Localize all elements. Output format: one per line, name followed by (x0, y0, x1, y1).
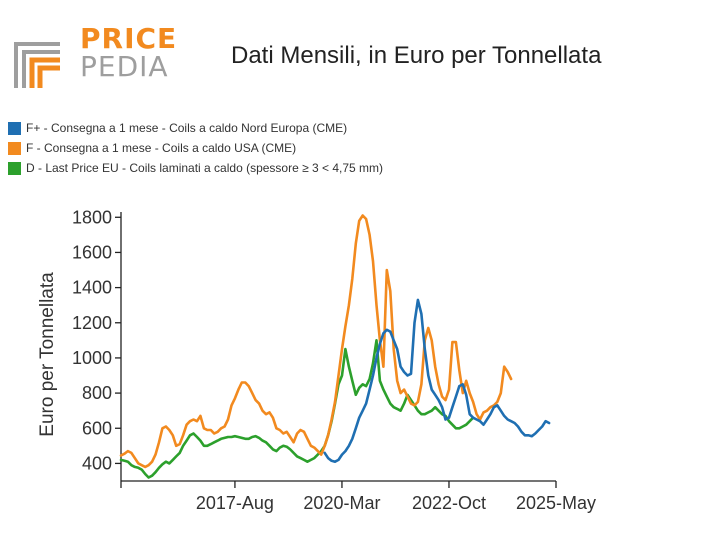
y-tick-label: 600 (82, 418, 112, 438)
logo-text-price: PRICE (80, 22, 178, 55)
legend-label-orange: F - Consegna a 1 mese - Coils a caldo US… (26, 141, 297, 155)
y-tick-label: 1600 (72, 242, 112, 262)
legend-swatch-blue (8, 121, 21, 135)
series-line-usa (119, 214, 513, 469)
x-tick-label: 2020-Mar (303, 493, 380, 513)
series-line-eu-last-price (119, 338, 475, 479)
legend-item-green[interactable]: D - Last Price EU - Coils laminati a cal… (8, 158, 383, 178)
y-tick-label: 1200 (72, 313, 112, 333)
y-axis-label: Euro per Tonnellata (37, 272, 58, 437)
y-tick-label: 1400 (72, 278, 112, 298)
x-tick-label: 2022-Oct (412, 493, 486, 513)
logo-mark-icon (14, 42, 60, 88)
legend-swatch-green (8, 161, 21, 175)
legend-item-orange[interactable]: F - Consegna a 1 mese - Coils a caldo US… (8, 138, 383, 158)
legend: F+ - Consegna a 1 mese - Coils a caldo N… (8, 118, 383, 178)
y-tick-label: 800 (82, 383, 112, 403)
legend-item-blue[interactable]: F+ - Consegna a 1 mese - Coils a caldo N… (8, 118, 383, 138)
x-tick-label: 2017-Aug (196, 493, 274, 513)
legend-label-blue: F+ - Consegna a 1 mese - Coils a caldo N… (26, 121, 348, 135)
legend-label-green: D - Last Price EU - Coils laminati a cal… (26, 161, 384, 175)
y-tick-label: 400 (82, 453, 112, 473)
pricepedia-logo: PRICE PEDIA (8, 22, 176, 94)
legend-swatch-orange (8, 141, 21, 155)
chart-title: Dati Mensili, in Euro per Tonnellata (231, 42, 602, 69)
y-tick-label: 1000 (72, 348, 112, 368)
series-line-nord-europa (323, 298, 551, 464)
x-tick-label: 2025-May (516, 493, 596, 513)
y-tick-label: 1800 (72, 207, 112, 227)
logo-text-pedia: PEDIA (80, 50, 169, 83)
